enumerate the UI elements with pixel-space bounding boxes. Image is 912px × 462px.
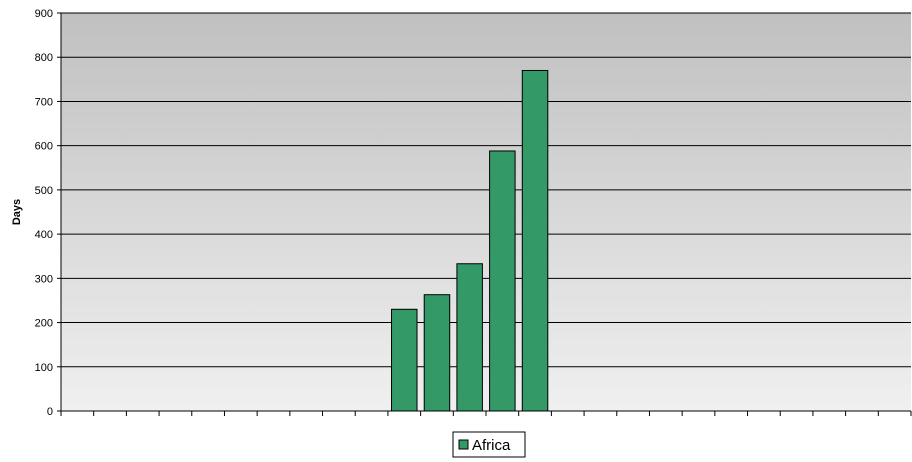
y-tick-label: 900 [35, 8, 53, 20]
y-tick-label: 700 [35, 96, 53, 108]
plot-area [61, 13, 911, 411]
bar [521, 69, 549, 412]
x-axis [60, 410, 912, 416]
legend: Africa [452, 431, 526, 458]
y-axis: 0 100 200 300 400 500 600 700 800 900 [35, 8, 62, 418]
y-tick-label: 600 [35, 141, 53, 153]
y-tick-label: 200 [35, 318, 53, 330]
y-tick-label: 300 [35, 273, 53, 285]
y-tick-label: 500 [35, 185, 53, 197]
bar [423, 294, 451, 412]
y-tick-label: 100 [35, 362, 53, 374]
y-tick-label: 0 [47, 406, 53, 418]
legend-swatch [458, 439, 469, 450]
gridlines [61, 12, 911, 368]
y-axis-label: Days [11, 199, 23, 225]
bar [489, 150, 516, 412]
bar [391, 308, 418, 412]
legend-label: Africa [472, 437, 511, 454]
y-tick-label: 400 [35, 229, 53, 241]
bar [456, 263, 483, 412]
bars [391, 69, 549, 412]
y-tick-label: 800 [35, 52, 53, 64]
